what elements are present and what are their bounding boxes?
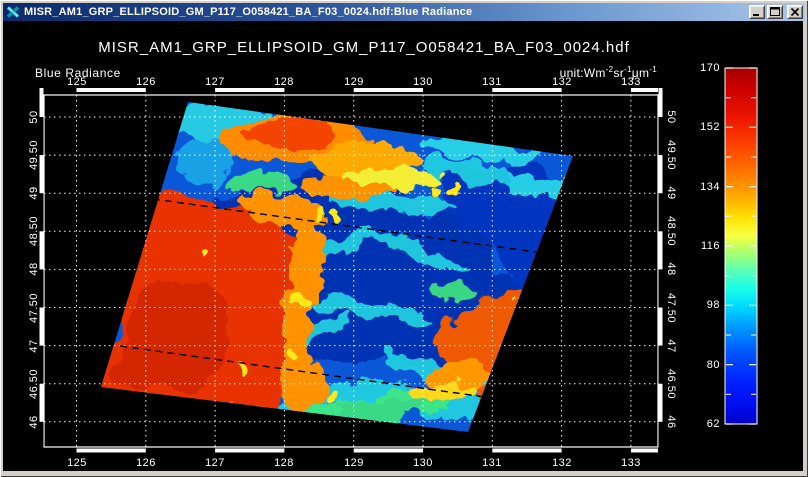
- x-tick-label-bottom: 126: [136, 457, 156, 469]
- x-tick-label-top: 133: [621, 76, 641, 88]
- y-tick-label-right: 48: [665, 262, 677, 276]
- x-tick-label-top: 131: [482, 76, 502, 88]
- x-tick-label-bottom: 129: [344, 457, 364, 469]
- colorbar-tick-label: 98: [706, 299, 720, 311]
- x-tick-label-bottom: 130: [413, 457, 433, 469]
- x-tick-label-bottom: 125: [67, 457, 87, 469]
- y-tick-label-left: 49: [28, 186, 40, 200]
- plot-canvas: [39, 67, 758, 453]
- y-tick-label-left: 48: [28, 262, 40, 276]
- y-tick-label-left: 49.50: [28, 139, 40, 171]
- plot-frame: [43, 94, 659, 448]
- colorbar-tick-label: 152: [700, 121, 720, 133]
- y-tick-label-right: 49: [665, 186, 677, 200]
- neatline-border: [39, 88, 663, 453]
- x-tick-label-top: 130: [413, 76, 433, 88]
- titlebar[interactable]: MISR_AM1_GRP_ELLIPSOID_GM_P117_O058421_B…: [3, 3, 805, 21]
- x-tick-label-top: 126: [136, 76, 156, 88]
- y-tick-label-right: 50: [665, 110, 677, 124]
- y-tick-label-right: 47.50: [665, 292, 677, 324]
- y-tick-label-left: 47.50: [28, 292, 40, 324]
- colorbar-tick-label: 170: [700, 62, 720, 74]
- maximize-button[interactable]: [767, 5, 783, 19]
- radiance-swath-image: [101, 102, 573, 432]
- y-tick-label-right: 47: [665, 339, 677, 353]
- y-tick-label-left: 47: [28, 339, 40, 353]
- x-tick-label-top: 132: [552, 76, 572, 88]
- colorbar-minor-ticks: [726, 97, 756, 395]
- y-tick-label-right: 46: [665, 415, 677, 429]
- minimize-button[interactable]: [749, 5, 765, 19]
- y-tick-label-right: 48.50: [665, 215, 677, 247]
- dataset-label: Blue Radiance: [35, 66, 121, 80]
- y-tick-label-left: 46.50: [28, 368, 40, 400]
- colorbar-tick-label: 80: [706, 359, 720, 371]
- x-tick-label-bottom: 133: [621, 457, 641, 469]
- unit-label: unit:Wm-2sr-1μm-1: [559, 65, 657, 80]
- colorbar-tick-label: 62: [706, 418, 720, 430]
- x-tick-label-top: 127: [205, 76, 225, 88]
- block-boundary-lines: [119, 198, 551, 398]
- close-button[interactable]: [787, 5, 803, 19]
- x-tick-label-bottom: 127: [205, 457, 225, 469]
- maximize-icon: [770, 7, 780, 16]
- y-tick-label-right: 49.50: [665, 139, 677, 171]
- x-tick-label-top: 129: [344, 76, 364, 88]
- x-tick-label-bottom: 131: [482, 457, 502, 469]
- plot-title: MISR_AM1_GRP_ELLIPSOID_GM_P117_O058421_B…: [98, 39, 630, 56]
- colorbar-tick-label: 134: [700, 181, 720, 193]
- colorbar: [724, 67, 758, 425]
- plot-content-area: MISR_AM1_GRP_ELLIPSOID_GM_P117_O058421_B…: [3, 21, 803, 471]
- y-tick-label-left: 50: [28, 110, 40, 124]
- minimize-icon: [753, 14, 759, 16]
- close-icon: [790, 7, 800, 17]
- y-tick-label-left: 48.50: [28, 215, 40, 247]
- x-tick-label-bottom: 132: [552, 457, 572, 469]
- y-tick-label-left: 46: [28, 415, 40, 429]
- colorbar-tick-label: 116: [700, 240, 720, 252]
- x-tick-label-top: 128: [274, 76, 294, 88]
- x-tick-label-top: 125: [67, 76, 87, 88]
- colorbar-major-ticks: [726, 67, 756, 425]
- y-tick-label-right: 46.50: [665, 368, 677, 400]
- graticule-gridlines: [44, 95, 658, 447]
- window-title: MISR_AM1_GRP_ELLIPSOID_GM_P117_O058421_B…: [24, 6, 473, 18]
- app-x-logo-icon: [6, 5, 20, 19]
- x-tick-label-bottom: 128: [274, 457, 294, 469]
